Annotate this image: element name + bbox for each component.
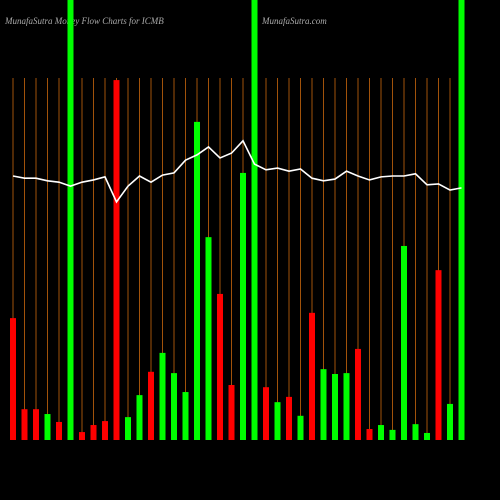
bar (194, 121, 200, 440)
bar (205, 237, 212, 440)
bar (240, 172, 246, 441)
bar (90, 425, 97, 440)
bar (148, 371, 154, 440)
bar (159, 352, 166, 440)
bar (286, 396, 292, 440)
bar (366, 429, 373, 440)
bar (10, 318, 16, 440)
bar (412, 424, 419, 440)
bar (458, 0, 465, 440)
bar (447, 403, 453, 440)
bar (33, 409, 39, 440)
bar (251, 0, 258, 440)
bar (435, 270, 442, 440)
bar (297, 415, 304, 440)
bar (182, 392, 189, 440)
bar (67, 0, 74, 440)
bar (378, 425, 384, 440)
bar (79, 432, 85, 440)
bar (171, 373, 177, 440)
bar (44, 414, 51, 440)
bar (217, 293, 223, 440)
bar (21, 409, 28, 440)
bar (320, 369, 327, 440)
bar (125, 417, 131, 440)
bar (56, 421, 62, 440)
bar (332, 374, 338, 440)
bar (136, 395, 143, 440)
bar (113, 80, 120, 440)
bar (274, 402, 281, 440)
bar (424, 432, 430, 440)
bar (263, 387, 269, 440)
chart-title: MunafaSutra Money Flow Charts for ICMB (4, 16, 164, 26)
money-flow-line (12, 139, 462, 204)
chart-subtitle: MunafaSutra.com (261, 16, 327, 26)
bar (102, 421, 108, 440)
bar (343, 373, 350, 440)
bar (401, 245, 407, 440)
bar (355, 348, 361, 440)
bar (309, 312, 315, 440)
bar (389, 429, 396, 440)
bar (228, 385, 235, 440)
